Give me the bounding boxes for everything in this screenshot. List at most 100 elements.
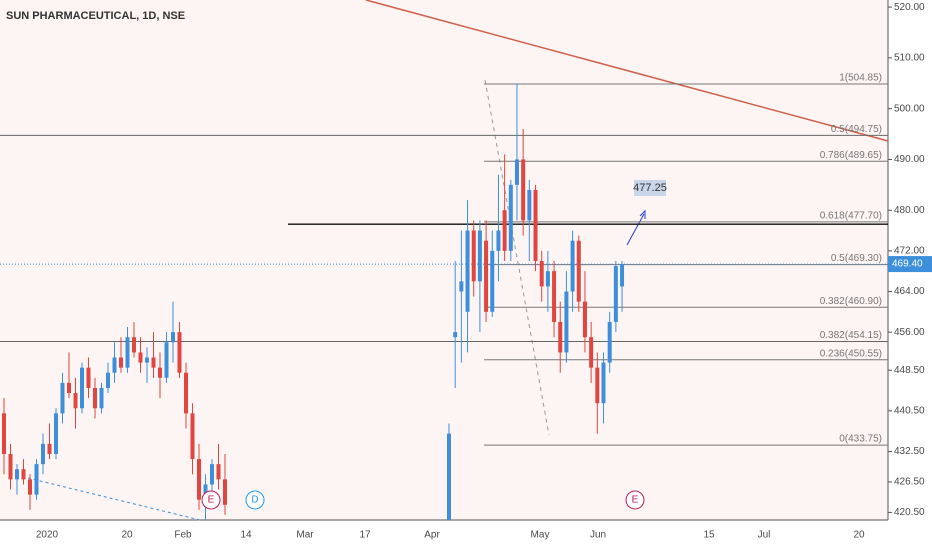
candle-body xyxy=(490,250,495,312)
last-price-box xyxy=(888,256,932,273)
candle-body xyxy=(86,367,91,388)
candle-body xyxy=(477,230,482,282)
target-label: 477.25 xyxy=(633,182,667,194)
x-tick-label: 20 xyxy=(121,530,133,541)
candle-body xyxy=(465,230,470,312)
fib-label: 0.786(489.65) xyxy=(820,150,882,161)
candle-body xyxy=(138,352,143,363)
trend-line xyxy=(365,0,889,142)
y-tick-label: 510.00 xyxy=(894,53,925,64)
target-box xyxy=(634,180,666,196)
candle-body xyxy=(171,332,175,343)
candle-body xyxy=(595,367,600,404)
candle-body xyxy=(41,443,45,465)
candle-body xyxy=(484,240,489,312)
event-label: E xyxy=(632,495,639,506)
candle-body xyxy=(60,382,65,414)
candle-body xyxy=(576,240,581,302)
candle-body xyxy=(453,332,458,338)
candle-body xyxy=(73,393,78,409)
y-tick-label: 426.50 xyxy=(894,477,925,488)
candle-body xyxy=(8,453,13,480)
fib-label: 0.618(477.70) xyxy=(820,211,882,222)
plot-background xyxy=(0,0,888,520)
candle-body xyxy=(558,321,563,353)
y-tick-label: 420.50 xyxy=(894,507,925,518)
y-tick-label: 480.00 xyxy=(894,205,925,216)
candle-body xyxy=(2,413,6,454)
candle-body xyxy=(508,184,513,251)
x-tick-label: May xyxy=(531,530,550,541)
event-marker xyxy=(245,490,265,510)
candle-body xyxy=(533,189,538,262)
candle-body xyxy=(527,189,532,221)
candle-body xyxy=(15,469,19,480)
candle-body xyxy=(601,362,606,404)
candle-body xyxy=(539,261,544,287)
candle-body xyxy=(93,387,97,409)
price-axis-bg xyxy=(888,0,932,550)
fib-label: 0.5(469.30) xyxy=(831,253,882,264)
candle-body xyxy=(21,469,26,480)
candle-body xyxy=(552,271,557,322)
candle-body xyxy=(589,337,594,368)
candle-body xyxy=(132,337,136,353)
candle-body xyxy=(99,387,104,409)
x-tick-label: 20 xyxy=(853,530,865,541)
y-tick-label: 448.50 xyxy=(894,365,925,376)
candle-body xyxy=(125,337,130,368)
y-tick-label: 500.00 xyxy=(894,103,925,114)
candle-body xyxy=(80,367,84,409)
x-tick-label: Jun xyxy=(590,530,606,541)
candle-body xyxy=(545,271,550,287)
fib-label: 0.236(450.55) xyxy=(820,348,882,359)
y-tick-label: 464.00 xyxy=(894,286,925,297)
candle-body xyxy=(184,372,188,414)
candle-body xyxy=(570,240,575,292)
candle-body xyxy=(459,281,464,292)
x-tick-label: Apr xyxy=(424,530,440,541)
candle-body xyxy=(613,266,618,322)
x-tick-label: 15 xyxy=(703,530,715,541)
fib-wide-label: 0.5(494.75) xyxy=(831,124,882,135)
x-tick-label: 2020 xyxy=(36,530,59,541)
x-tick-label: Jul xyxy=(758,530,771,541)
candle-body xyxy=(164,342,169,378)
x-tick-label: 17 xyxy=(359,530,371,541)
candle-body xyxy=(521,159,526,221)
x-tick-label: Mar xyxy=(296,530,314,541)
y-tick-label: 456.00 xyxy=(894,327,925,338)
candle-body xyxy=(582,301,587,338)
event-marker xyxy=(201,490,221,510)
candle-body xyxy=(151,357,156,368)
candle-body xyxy=(177,332,182,373)
candle-body xyxy=(447,433,451,520)
candle-body xyxy=(54,413,58,454)
arrow-line xyxy=(626,213,645,246)
candle-body xyxy=(223,479,227,505)
candle-body xyxy=(514,159,519,185)
candle-body xyxy=(67,382,71,394)
candle-body xyxy=(607,321,612,363)
event-label: D xyxy=(251,495,258,506)
candle-body xyxy=(28,479,32,495)
candle-body xyxy=(145,357,149,363)
fib-label: 1(504.85) xyxy=(839,73,882,84)
event-label: E xyxy=(208,495,215,506)
chart-title: SUN PHARMACEUTICAL, 1D, NSE xyxy=(6,10,185,22)
fib-label: 0.382(460.90) xyxy=(820,296,882,307)
candle-body xyxy=(112,357,117,373)
candle-body xyxy=(47,443,52,454)
candle-body xyxy=(216,464,221,480)
x-tick-label: 14 xyxy=(240,530,252,541)
candle-body xyxy=(564,291,569,353)
candle-body xyxy=(197,459,201,500)
last-price-label: 469.40 xyxy=(892,259,923,270)
candle-body xyxy=(471,230,476,282)
candle-body xyxy=(158,367,162,378)
candle-body xyxy=(190,413,195,460)
y-tick-label: 472.00 xyxy=(894,246,925,257)
y-tick-label: 520.00 xyxy=(894,2,925,13)
candle-body xyxy=(119,357,123,368)
